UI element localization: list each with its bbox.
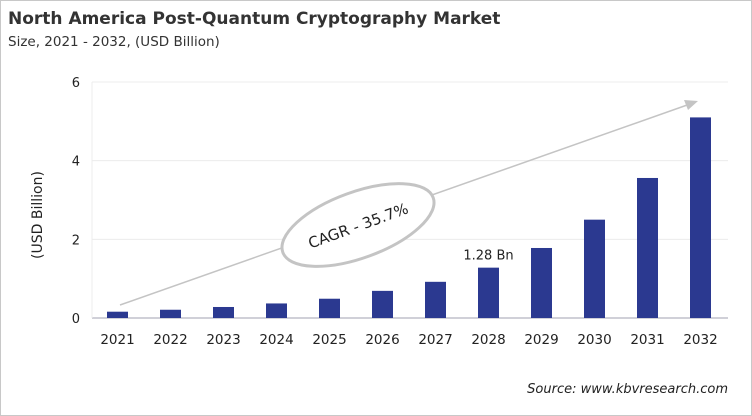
x-tick-label: 2029 [524, 332, 558, 348]
chart-title: North America Post-Quantum Cryptography … [8, 9, 501, 29]
data-label-2028: 1.28 Bn [463, 249, 513, 264]
bar-2022 [160, 309, 181, 318]
y-tick-label: 0 [72, 312, 80, 327]
y-tick-label: 2 [72, 233, 80, 248]
y-tick-label: 4 [72, 155, 80, 170]
bar-2028 [478, 267, 499, 318]
bar-2025 [319, 298, 340, 318]
x-tick-label: 2027 [418, 332, 452, 348]
cagr-ellipse [280, 182, 436, 268]
x-tick-label: 2030 [577, 332, 611, 348]
bar-2027 [425, 281, 446, 318]
bar-2021 [107, 311, 128, 318]
bar-2023 [213, 306, 234, 318]
x-tick-label: 2022 [153, 332, 187, 348]
x-tick-label: 2024 [259, 332, 293, 348]
x-tick-label: 2032 [683, 332, 717, 348]
x-tick-label: 2028 [471, 332, 505, 348]
y-tick-label: 6 [72, 76, 80, 91]
x-tick-label: 2026 [365, 332, 399, 348]
cagr-arrow-head [684, 100, 698, 110]
bar-2032 [690, 117, 711, 319]
x-tick-label: 2025 [312, 332, 346, 348]
bar-2030 [584, 219, 605, 318]
bar-2026 [372, 290, 393, 318]
source-note: Source: www.kbvresearch.com [527, 382, 728, 397]
x-tick-label: 2021 [100, 332, 134, 348]
chart-subtitle: Size, 2021 - 2032, (USD Billion) [8, 34, 220, 50]
y-axis-label: (USD Billion) [30, 171, 46, 259]
bar-2024 [266, 303, 287, 318]
x-tick-label: 2023 [206, 332, 240, 348]
bar-2029 [531, 247, 552, 318]
bar-2031 [637, 177, 658, 318]
x-tick-label: 2031 [630, 332, 664, 348]
